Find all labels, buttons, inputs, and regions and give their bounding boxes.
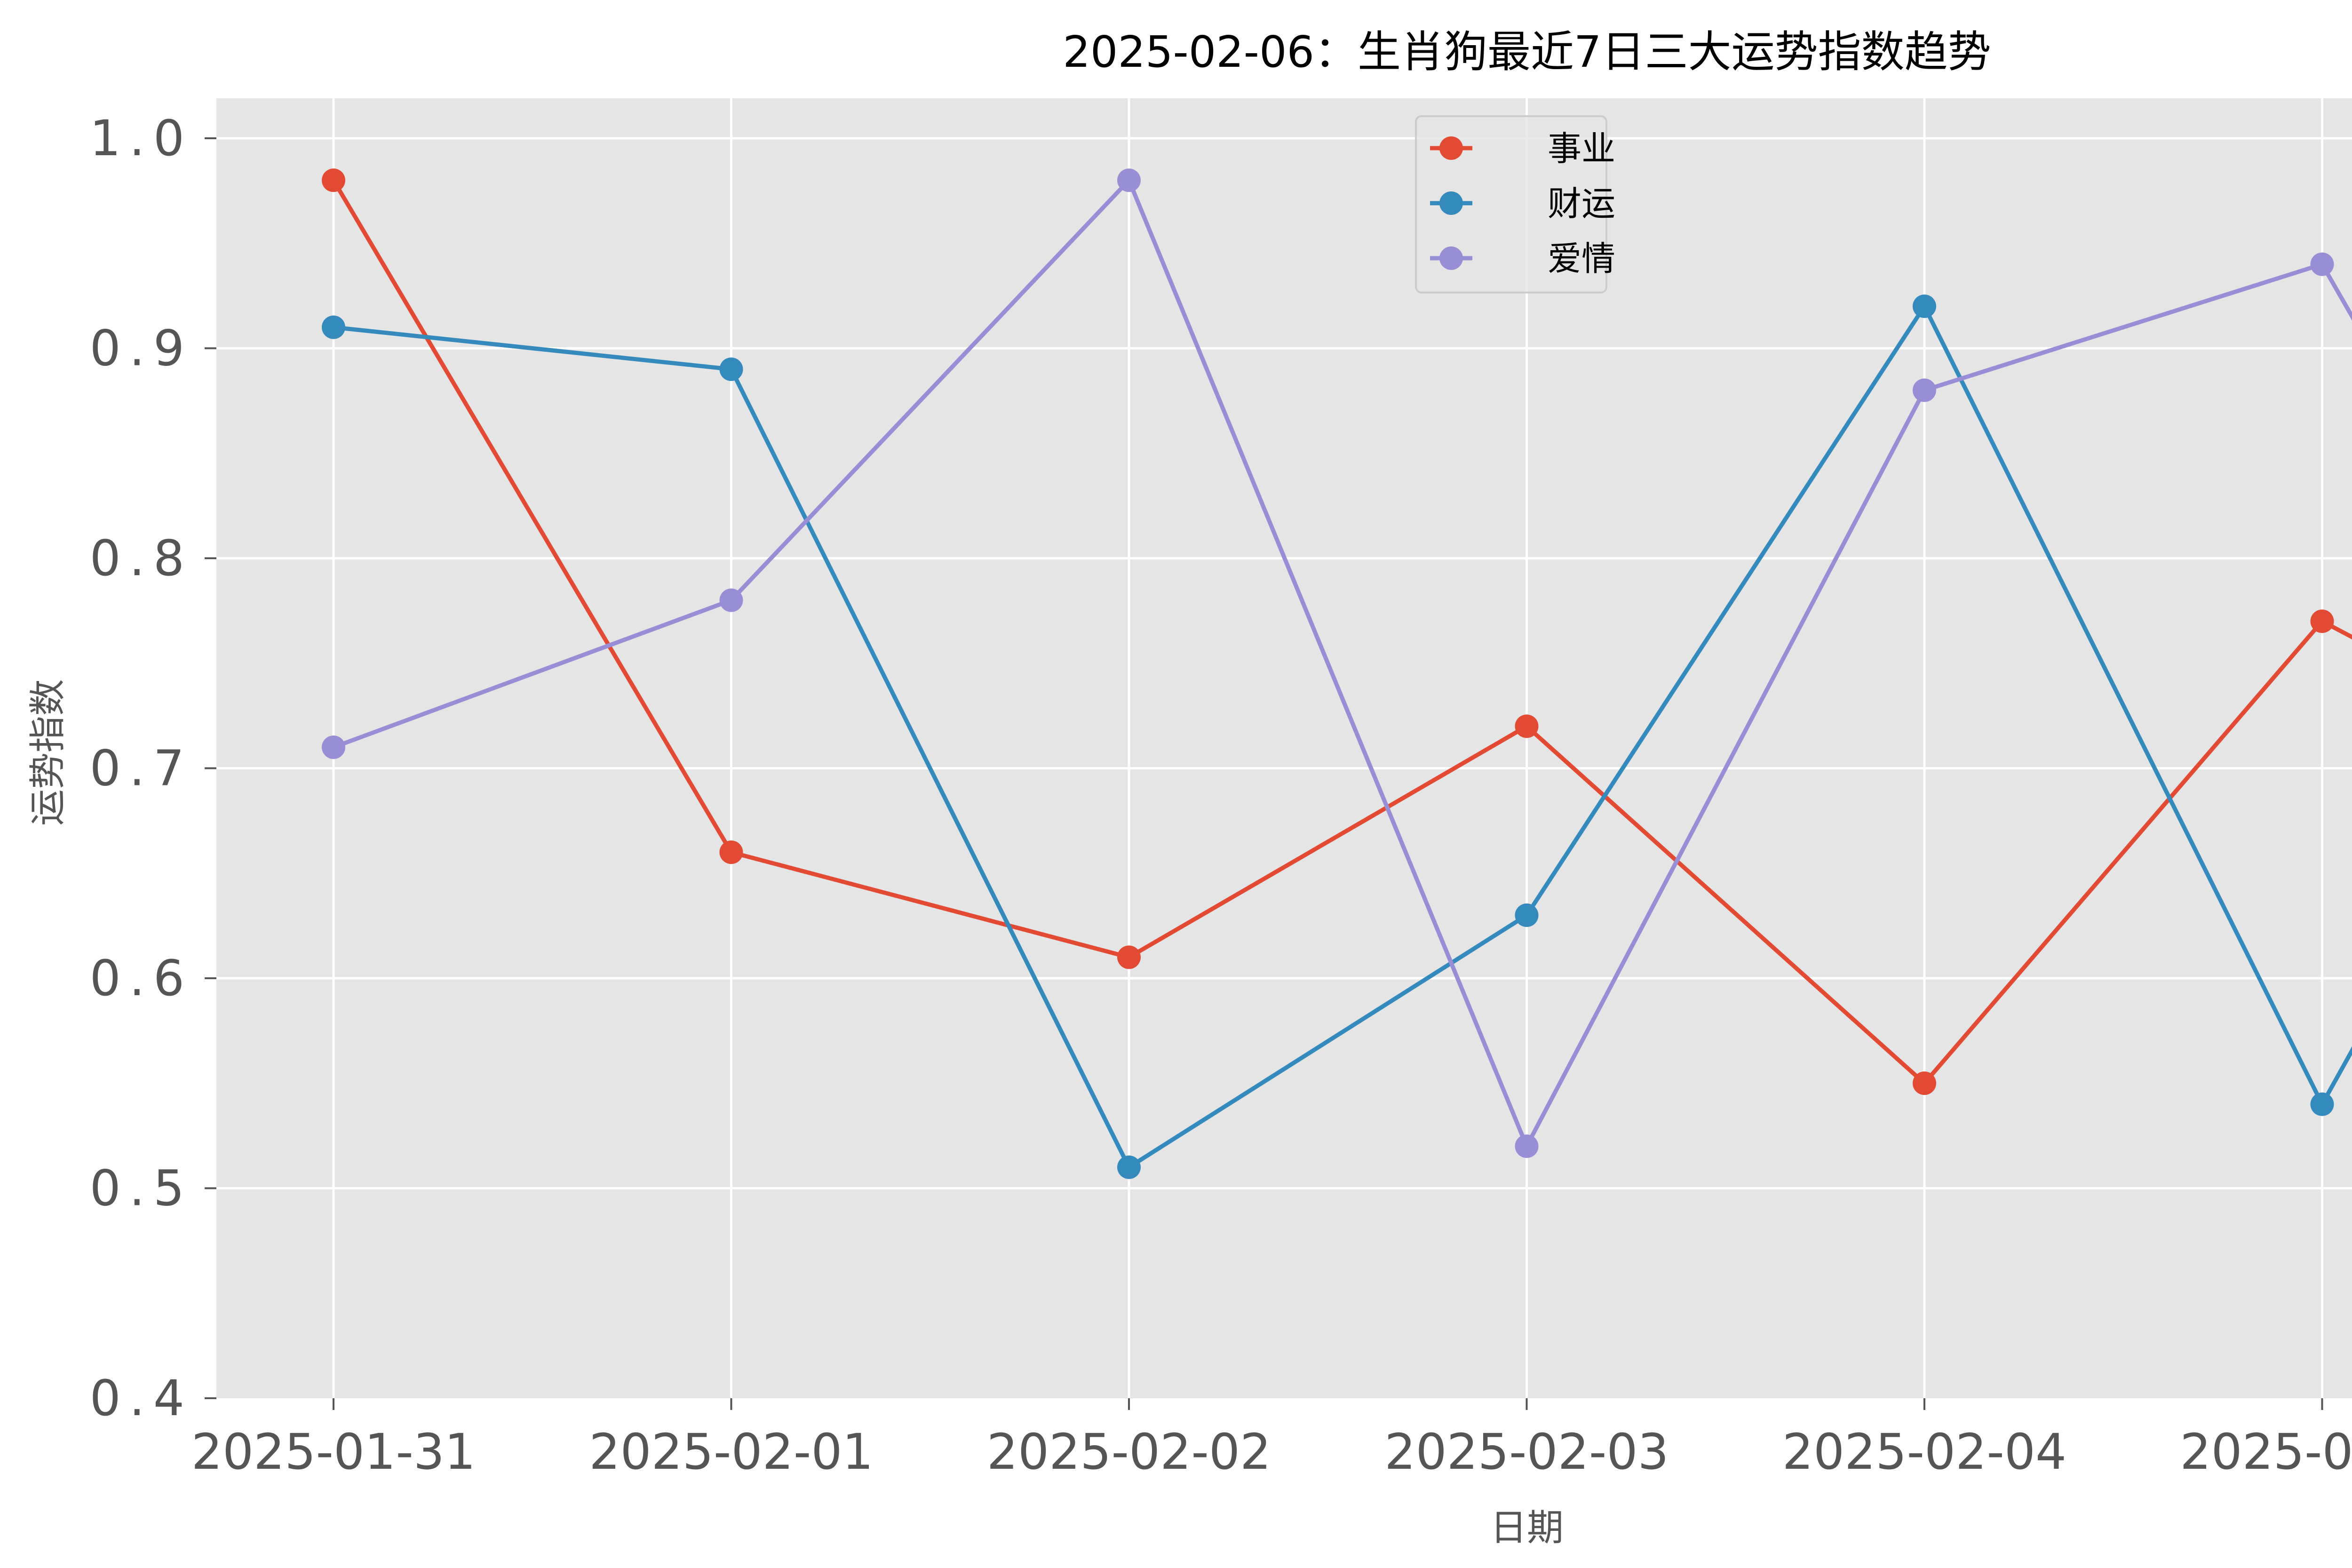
series-1 — [322, 294, 2352, 1179]
legend-label: 事业 — [1548, 129, 1615, 168]
x-tick-label: 2025-02-01 — [589, 1423, 873, 1481]
data-point-marker — [1913, 294, 1936, 318]
data-point-marker — [719, 840, 743, 864]
x-tick-label: 2025-02-02 — [987, 1423, 1271, 1481]
x-axis: 2025-01-31 2025-02-01 2025-02-02 2025-02-03… — [191, 1398, 2352, 1481]
data-point-marker — [1515, 714, 1539, 738]
legend-frame — [1415, 115, 1607, 293]
data-point-marker — [719, 588, 743, 612]
data-point-marker — [1913, 1071, 1936, 1095]
data-point-marker — [1515, 903, 1539, 927]
legend-marker — [1439, 191, 1463, 215]
y-tick-label: 0.7 — [90, 740, 193, 797]
legend-label: 财运 — [1548, 184, 1615, 223]
data-point-marker — [2310, 252, 2334, 276]
legend-label: 爱情 — [1548, 239, 1615, 278]
y-axis: 0.4 0.5 0.6 0.7 0.8 0.9 1.0 — [90, 110, 216, 1427]
y-tick-label: 0.9 — [90, 320, 193, 377]
data-point-marker — [719, 357, 743, 381]
data-point-marker — [1117, 945, 1141, 969]
data-point-marker — [322, 735, 345, 759]
data-point-marker — [2310, 609, 2334, 633]
data-point-marker — [322, 168, 345, 192]
series-0 — [322, 168, 2352, 1095]
y-tick-label: 0.6 — [90, 950, 193, 1007]
data-point-marker — [1117, 168, 1141, 192]
x-tick-label: 2025-02-04 — [1782, 1423, 2066, 1481]
data-point-marker — [1913, 378, 1936, 402]
x-tick-label: 2025-02-03 — [1384, 1423, 1669, 1481]
y-axis-label: 运势指数 — [27, 679, 69, 826]
chart-title: 2025-02-06：生肖狗最近7日三大运势指数趋势 — [1063, 27, 1991, 77]
data-point-marker — [1515, 1134, 1539, 1158]
legend-marker — [1439, 136, 1463, 160]
data-point-marker — [322, 315, 345, 339]
data-point-marker — [1117, 1155, 1141, 1179]
legend-marker — [1439, 246, 1463, 270]
y-tick-label: 0.5 — [90, 1160, 193, 1217]
x-tick-label: 2025-02-05 — [2180, 1423, 2352, 1481]
data-series — [322, 168, 2352, 1179]
y-tick-label: 0.4 — [90, 1370, 193, 1427]
x-axis-label: 日期 — [1490, 1507, 1564, 1549]
y-tick-label: 1.0 — [90, 110, 193, 167]
y-tick-label: 0.8 — [90, 530, 193, 587]
plot-area — [216, 98, 2352, 1398]
series-2 — [322, 168, 2352, 1158]
data-point-marker — [2310, 1092, 2334, 1116]
x-tick-label: 2025-01-31 — [191, 1423, 476, 1481]
